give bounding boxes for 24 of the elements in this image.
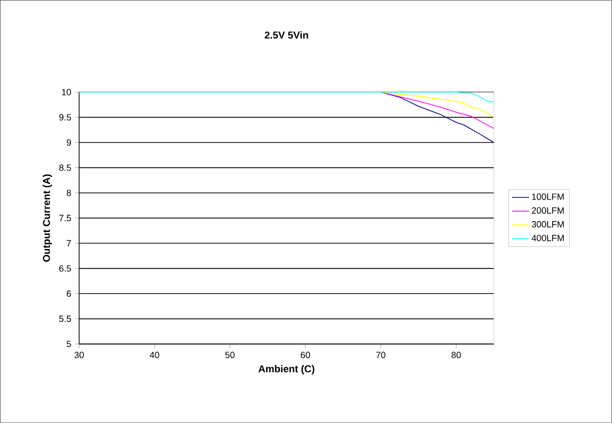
x-tick-label: 30 bbox=[74, 352, 84, 358]
y-tick-label: 8.5 bbox=[59, 164, 71, 171]
x-tick-label: 40 bbox=[150, 352, 160, 358]
y-tick-label: 9 bbox=[66, 139, 71, 146]
y-tick-label: 6.5 bbox=[59, 265, 71, 272]
chart-title: 2.5V 5Vin bbox=[264, 31, 308, 39]
legend-label: 200LFM bbox=[532, 207, 564, 214]
y-tick-label: 6 bbox=[66, 290, 71, 297]
y-tick-label: 5.5 bbox=[59, 316, 71, 322]
x-tick-label: 60 bbox=[300, 352, 310, 358]
x-tick-label: 80 bbox=[452, 352, 461, 358]
legend-label: 400LFM bbox=[532, 234, 564, 242]
x-tick-label: 70 bbox=[376, 352, 386, 358]
y-tick-label: 8 bbox=[66, 190, 71, 196]
y-axis-title: Output Current (A) bbox=[42, 174, 52, 262]
legend-label: 300LFM bbox=[532, 220, 564, 228]
y-tick-label: 7.5 bbox=[59, 214, 71, 222]
y-tick-label: 5 bbox=[66, 340, 71, 348]
y-tick-label: 9.5 bbox=[59, 114, 71, 120]
y-tick-label: 7 bbox=[66, 240, 71, 246]
legend-label: 100LFM bbox=[532, 193, 564, 200]
x-axis-title: Ambient (C) bbox=[258, 364, 314, 374]
y-tick-label: 10 bbox=[62, 88, 72, 96]
x-tick-label: 50 bbox=[225, 352, 235, 358]
